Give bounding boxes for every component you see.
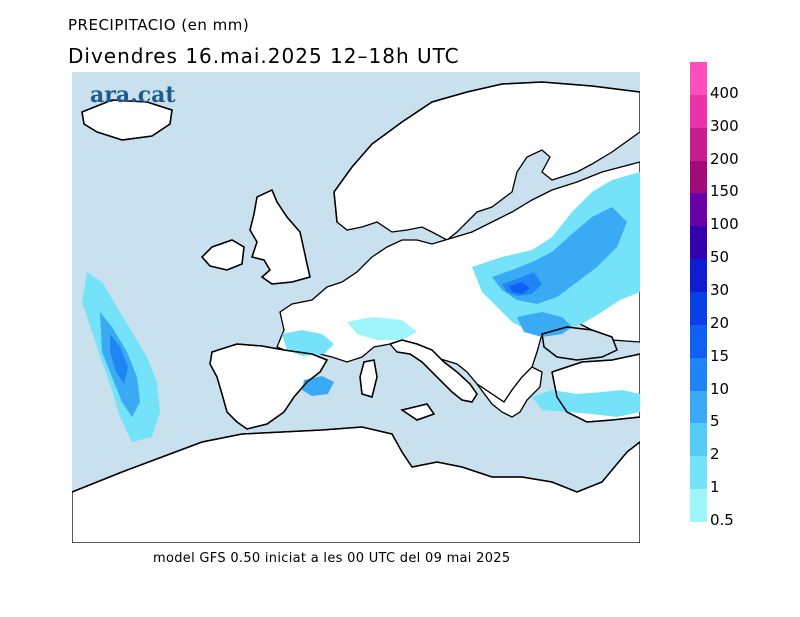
iberia-coast [209,343,329,430]
precip-balearic [302,376,334,396]
colorbar-label: 200 [710,149,739,168]
precip-east-europe-4 [509,282,530,294]
colorbar-label: 2 [710,445,720,464]
colorbar-segment [690,324,707,359]
colorbar-label: 150 [710,182,739,201]
ireland-coast [200,239,245,271]
colorbar-segment [690,456,707,490]
colorbar-label: 30 [710,281,730,299]
chart-title: PRECIPITACIO (en mm) [68,16,250,34]
colorbar-segment [690,423,707,457]
colorbar-label: 400 [710,83,739,102]
balkans-land [476,366,543,418]
colorbar-label: 100 [710,215,739,234]
colorbar-segment [690,193,707,227]
colorbar-label: 0.5 [710,511,734,529]
scandinavia-coast [333,81,640,223]
precip-gulf-of-lion [282,330,334,356]
precip-colorbar [690,62,707,523]
iceland-coast [81,99,173,141]
colorbar-label: 50 [710,248,730,267]
colorbar-segment [690,390,707,424]
uk-coast [249,188,311,285]
colorbar-segment [690,489,707,523]
colorbar-segment [690,62,707,96]
black-sea [542,327,617,360]
anatolia-coast [551,353,640,423]
ara-cat-logo: ara.cat [90,82,176,108]
precip-alps [347,317,417,340]
colorbar-segment [690,357,707,392]
colorbar-label: 5 [710,412,720,431]
chart-subtitle: Divendres 16.mai.2025 12–18h UTC [68,44,460,68]
colorbar-label: 1 [710,478,720,497]
colorbar-segment [690,226,707,260]
colorbar-segment [690,94,707,129]
precip-atlantic-3 [110,334,128,384]
colorbar-label: 15 [710,346,730,365]
colorbar-segment [690,259,707,293]
precipitation-map: ara.cat [72,72,640,543]
precip-black-sea [517,312,572,337]
sicily-coast [400,403,436,421]
map-svg [72,72,640,543]
italy-coast [389,339,478,403]
colorbar-segment [690,292,707,326]
north-africa-coast [72,426,640,493]
colorbar-label: 20 [710,313,730,332]
sardinia-coast [359,359,378,398]
colorbar-label: 10 [710,379,730,398]
black-sea-coast [541,326,618,361]
colorbar-segment [690,160,707,194]
model-footer: model GFS 0.50 iniciat a les 00 UTC del … [153,551,511,566]
colorbar-label: 300 [710,116,739,135]
colorbar-segment [690,127,707,162]
precip-aegean [532,390,640,417]
